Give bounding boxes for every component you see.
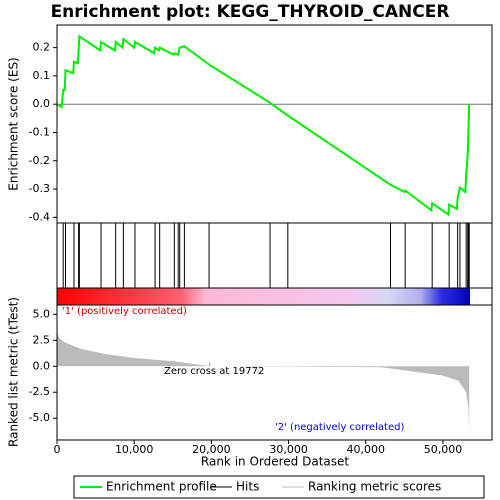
y-axis-label: Enrichment score (ES) — [7, 57, 21, 190]
y2-tick-label: -2.5 — [29, 385, 50, 398]
x-tick-label: 0 — [54, 443, 61, 456]
y2-axis-label: Ranked list metric (tTest) — [7, 297, 21, 447]
y2-tick-label: -5.0 — [29, 411, 50, 424]
color-bar — [57, 288, 470, 305]
enrichment-profile — [56, 34, 471, 217]
panel-frame — [56, 304, 493, 441]
ranking-metric-area — [57, 332, 470, 432]
x-axis-label: Rank in Ordered Dataset — [201, 455, 349, 469]
panel-frame — [56, 222, 493, 289]
legend-label: Enrichment profile — [106, 480, 217, 494]
legend-box — [73, 475, 485, 499]
y2-tick-label: 2.5 — [33, 333, 51, 346]
legend-label: Ranking metric scores — [308, 480, 441, 494]
x-tick-label: 40,000 — [347, 443, 386, 456]
annotation: Zero cross at 19772 — [164, 366, 264, 377]
y-tick-label: 0.2 — [33, 41, 51, 54]
y-tick-label: 0.0 — [33, 97, 51, 110]
annotation: '1' (positively correlated) — [62, 306, 187, 317]
legend-label: Hits — [236, 480, 259, 494]
y2-tick-label: 5.0 — [33, 307, 51, 320]
y2-tick-label: 0.0 — [33, 359, 51, 372]
panel-frame — [56, 24, 493, 224]
y-tick-label: -0.3 — [29, 182, 50, 195]
annotation: '2' (negatively correlated) — [275, 422, 404, 433]
x-tick-label: 20,000 — [192, 443, 231, 456]
y-tick-label: 0.1 — [33, 69, 51, 82]
y-tick-label: -0.2 — [29, 154, 50, 167]
y-tick-label: -0.4 — [29, 210, 50, 223]
x-tick-label: 50,000 — [424, 443, 463, 456]
y-tick-label: -0.1 — [29, 125, 50, 138]
chart-title: Enrichment plot: KEGG_THYROID_CANCER — [51, 2, 450, 22]
x-tick-label: 30,000 — [269, 443, 308, 456]
x-tick-label: 10,000 — [115, 443, 154, 456]
